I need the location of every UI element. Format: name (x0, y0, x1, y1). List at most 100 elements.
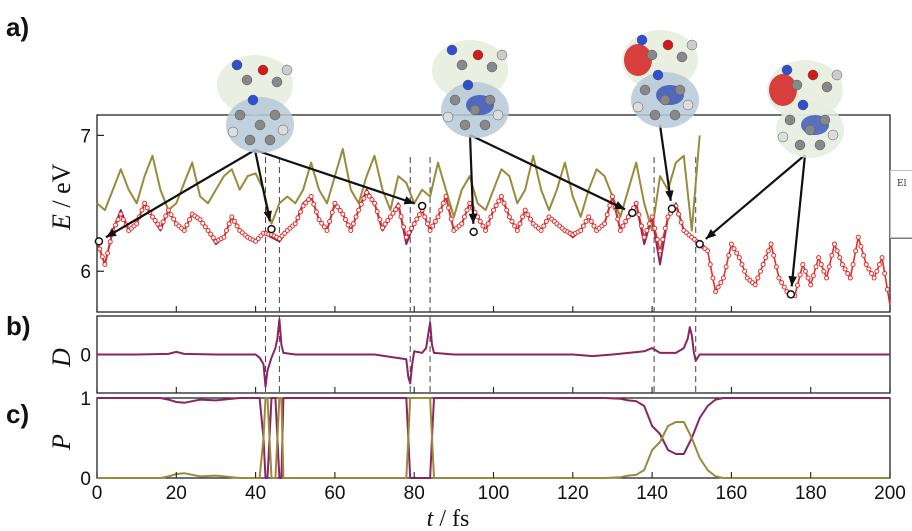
data-point (448, 216, 454, 222)
data-point (713, 289, 719, 295)
marked-point (267, 224, 276, 234)
atom (241, 74, 253, 86)
data-point (876, 261, 882, 267)
data-point (665, 214, 671, 220)
arrow-head (705, 229, 717, 239)
data-point (797, 272, 803, 278)
data-point (718, 280, 724, 286)
data-point (578, 227, 584, 233)
x-axis-label: t / fs (427, 506, 470, 531)
marked-point (469, 227, 478, 237)
marked-point (786, 290, 796, 299)
atom (646, 49, 658, 61)
data-point (720, 275, 726, 281)
data-point (839, 261, 845, 267)
data-point (866, 266, 872, 272)
panel-label-c: c) (6, 399, 30, 429)
data-point (226, 221, 232, 227)
atom (462, 79, 474, 91)
arrow-head (105, 228, 117, 238)
data-point (541, 223, 547, 229)
data-point (736, 255, 742, 261)
atom (807, 69, 819, 81)
data-point (768, 241, 774, 247)
data-point (435, 214, 441, 220)
data-point (157, 225, 163, 231)
annotation-arrow (105, 149, 256, 239)
atom (669, 109, 681, 121)
x-tick-label: 20 (166, 483, 187, 504)
data-point (805, 275, 811, 281)
data-point (432, 218, 438, 224)
y-tick-label: 0 (80, 469, 91, 490)
data-point (144, 205, 150, 211)
data-point (543, 218, 549, 224)
data-point (197, 217, 203, 223)
data-point (165, 207, 171, 213)
x-tick-label: 180 (795, 483, 827, 504)
data-point (369, 197, 375, 203)
data-point (654, 237, 660, 243)
data-point (113, 222, 119, 228)
data-point (353, 214, 359, 220)
annotation-arrow (254, 148, 415, 205)
data-point (356, 207, 362, 213)
x-tick-label: 100 (478, 483, 510, 504)
atom (244, 134, 256, 146)
atom (686, 39, 698, 51)
data-point (358, 201, 364, 207)
data-point (615, 216, 621, 222)
data-point (715, 284, 721, 290)
data-point (316, 217, 322, 223)
data-point (327, 218, 333, 224)
data-point (459, 221, 465, 227)
arrow-head (665, 190, 674, 201)
data-point (292, 221, 298, 227)
legend-text: El (897, 179, 907, 189)
atom (659, 94, 671, 106)
data-point (760, 261, 766, 267)
atom (831, 69, 843, 81)
arrow-head (614, 201, 626, 210)
y-tick-label: 0 (80, 346, 91, 367)
atom (777, 131, 789, 143)
atom (264, 134, 276, 146)
data-point (800, 261, 806, 267)
data-point (305, 197, 311, 203)
marked-point (695, 239, 704, 249)
arrow-head (788, 275, 797, 287)
atom (446, 44, 458, 56)
data-point (808, 282, 814, 288)
molecule-inset-4 (767, 60, 844, 158)
data-point (678, 219, 684, 225)
atom (486, 61, 498, 73)
data-point (858, 243, 864, 249)
data-point (528, 216, 534, 222)
data-point (726, 252, 732, 258)
data-point (488, 214, 494, 220)
data-point (406, 230, 412, 236)
data-point (525, 212, 531, 218)
data-point (134, 221, 140, 227)
data-point (802, 268, 808, 274)
data-point (636, 212, 642, 218)
data-point (646, 221, 652, 227)
data-point (879, 255, 885, 261)
atom (791, 79, 803, 91)
data-point (364, 189, 370, 195)
y-tick-label: 1 (80, 389, 91, 410)
data-point (403, 234, 409, 240)
atom (676, 51, 688, 63)
data-point (591, 223, 597, 229)
data-point (831, 241, 837, 247)
data-point (464, 207, 470, 213)
data-point (200, 220, 206, 226)
data-point (461, 214, 467, 220)
atom (479, 119, 491, 131)
data-point (837, 255, 843, 261)
atom (281, 64, 293, 76)
atom (231, 59, 243, 71)
data-point (181, 227, 187, 233)
y-label-b: D (47, 348, 76, 368)
data-point (588, 218, 594, 224)
